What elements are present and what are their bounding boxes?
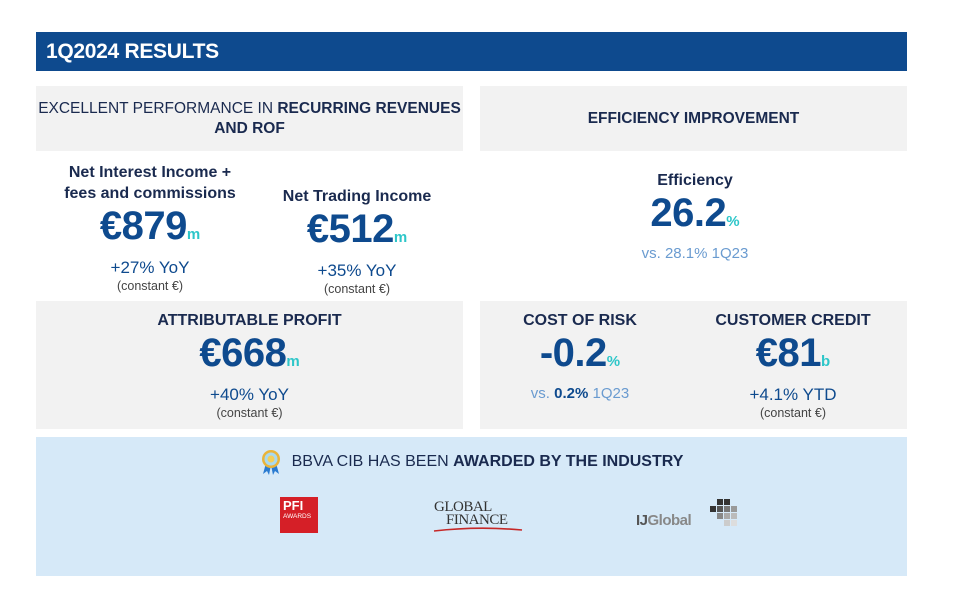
cost-of-risk-metric: COST OF RISK -0.2% vs. 0.2% 1Q23 (495, 310, 665, 404)
right-header-bold: EFFICIENCY IMPROVEMENT (587, 109, 800, 127)
award-medal-icon (261, 450, 280, 475)
cost-of-risk-compare-period: 1Q23 (592, 385, 630, 402)
profit-panel (36, 301, 463, 429)
cost-of-risk-unit: % (606, 353, 621, 370)
awards-panel: BBVA CIB HAS BEEN AWARDED BY THE INDUSTR… (36, 437, 907, 576)
cost-of-risk-compare-prefix: vs. (530, 385, 550, 402)
customer-credit-note: (constant €) (759, 406, 826, 420)
efficiency-metric: Efficiency 26.2% vs. 28.1% 1Q23 (580, 170, 810, 264)
profit-metric: ATTRIBUTABLE PROFIT €668m +40% YoY (cons… (36, 310, 463, 421)
profit-change: +40% YoY (210, 385, 289, 404)
pfi-awards-logo: PFI AWARDS (280, 497, 318, 533)
nii-value-row: €879m (55, 204, 245, 257)
nti-change: +35% YoY (317, 261, 397, 280)
efficiency-compare: vs. 28.1% 1Q23 (580, 244, 810, 264)
left-header-bold: RECURRING REVENUES AND ROF (214, 99, 461, 137)
ijglobal-grid-icon (710, 499, 737, 526)
pfi-logo-subtext: AWARDS (283, 513, 312, 520)
customer-credit-change: +4.1% YTD (749, 385, 837, 404)
cost-of-risk-compare: vs. 0.2% 1Q23 (495, 384, 665, 404)
awards-title: BBVA CIB HAS BEEN AWARDED BY THE INDUSTR… (36, 449, 907, 475)
nti-value-row: €512m (262, 207, 452, 260)
efficiency-value: 26.2 (650, 191, 727, 235)
efficiency-compare-value: 28.1% (664, 245, 708, 262)
risk-credit-panel (480, 301, 907, 429)
page-title: 1Q2024 RESULTS (46, 40, 219, 63)
ijglobal-logo-text: IJGlobal (636, 512, 692, 529)
nii-unit: m (186, 226, 201, 243)
cost-of-risk-compare-value: 0.2% (554, 385, 589, 402)
nii-value: €879 (99, 204, 187, 248)
efficiency-compare-prefix: vs. (641, 245, 661, 262)
efficiency-compare-period: 1Q23 (711, 245, 749, 262)
global-finance-line1: GLOBAL (434, 499, 492, 515)
efficiency-unit: % (726, 213, 740, 230)
awards-title-regular: BBVA CIB HAS BEEN (291, 453, 449, 471)
cost-of-risk-label: COST OF RISK (523, 312, 637, 329)
nii-label: Net Interest Income + fees and commissio… (64, 164, 236, 202)
nii-metric: Net Interest Income + fees and commissio… (55, 162, 245, 294)
cost-of-risk-value-row: -0.2% (495, 331, 665, 384)
nti-note: (constant €) (323, 282, 390, 296)
cost-of-risk-value: -0.2 (539, 331, 607, 375)
nti-unit: m (393, 229, 408, 246)
left-header-regular: EXCELLENT PERFORMANCE IN (38, 99, 274, 117)
left-section-header: EXCELLENT PERFORMANCE IN RECURRING REVEN… (36, 86, 463, 151)
nti-label: Net Trading Income (282, 188, 432, 205)
customer-credit-unit: b (821, 353, 831, 370)
nti-metric: Net Trading Income €512m +35% YoY (const… (262, 186, 452, 297)
customer-credit-metric: CUSTOMER CREDIT €81b +4.1% YTD (constant… (700, 310, 886, 421)
profit-note: (constant €) (216, 406, 283, 420)
global-finance-line2: FINANCE (446, 512, 508, 528)
profit-value-row: €668m (36, 331, 463, 384)
efficiency-label: Efficiency (657, 172, 733, 189)
nii-note: (constant €) (116, 279, 183, 293)
global-finance-swoosh-icon (433, 527, 523, 532)
right-section-header: EFFICIENCY IMPROVEMENT (480, 86, 907, 151)
efficiency-value-row: 26.2% (580, 191, 810, 244)
ijglobal-logo-global: Global (647, 512, 692, 529)
global-finance-logo: GLOBAL FINANCE (432, 497, 527, 533)
ijglobal-logo-ij: IJ (636, 512, 648, 529)
nti-value: €512 (306, 207, 394, 251)
profit-label: ATTRIBUTABLE PROFIT (157, 312, 342, 329)
customer-credit-label: CUSTOMER CREDIT (715, 312, 871, 329)
customer-credit-value: €81 (755, 331, 822, 375)
nii-change: +27% YoY (110, 258, 190, 277)
customer-credit-value-row: €81b (700, 331, 886, 384)
ijglobal-logo: IJGlobal (636, 497, 746, 533)
title-bar: 1Q2024 RESULTS (36, 32, 907, 71)
awards-title-bold: AWARDED BY THE INDUSTRY (453, 453, 684, 471)
profit-unit: m (286, 353, 300, 370)
profit-value: €668 (199, 331, 287, 375)
pfi-logo-text: PFI (283, 498, 304, 513)
